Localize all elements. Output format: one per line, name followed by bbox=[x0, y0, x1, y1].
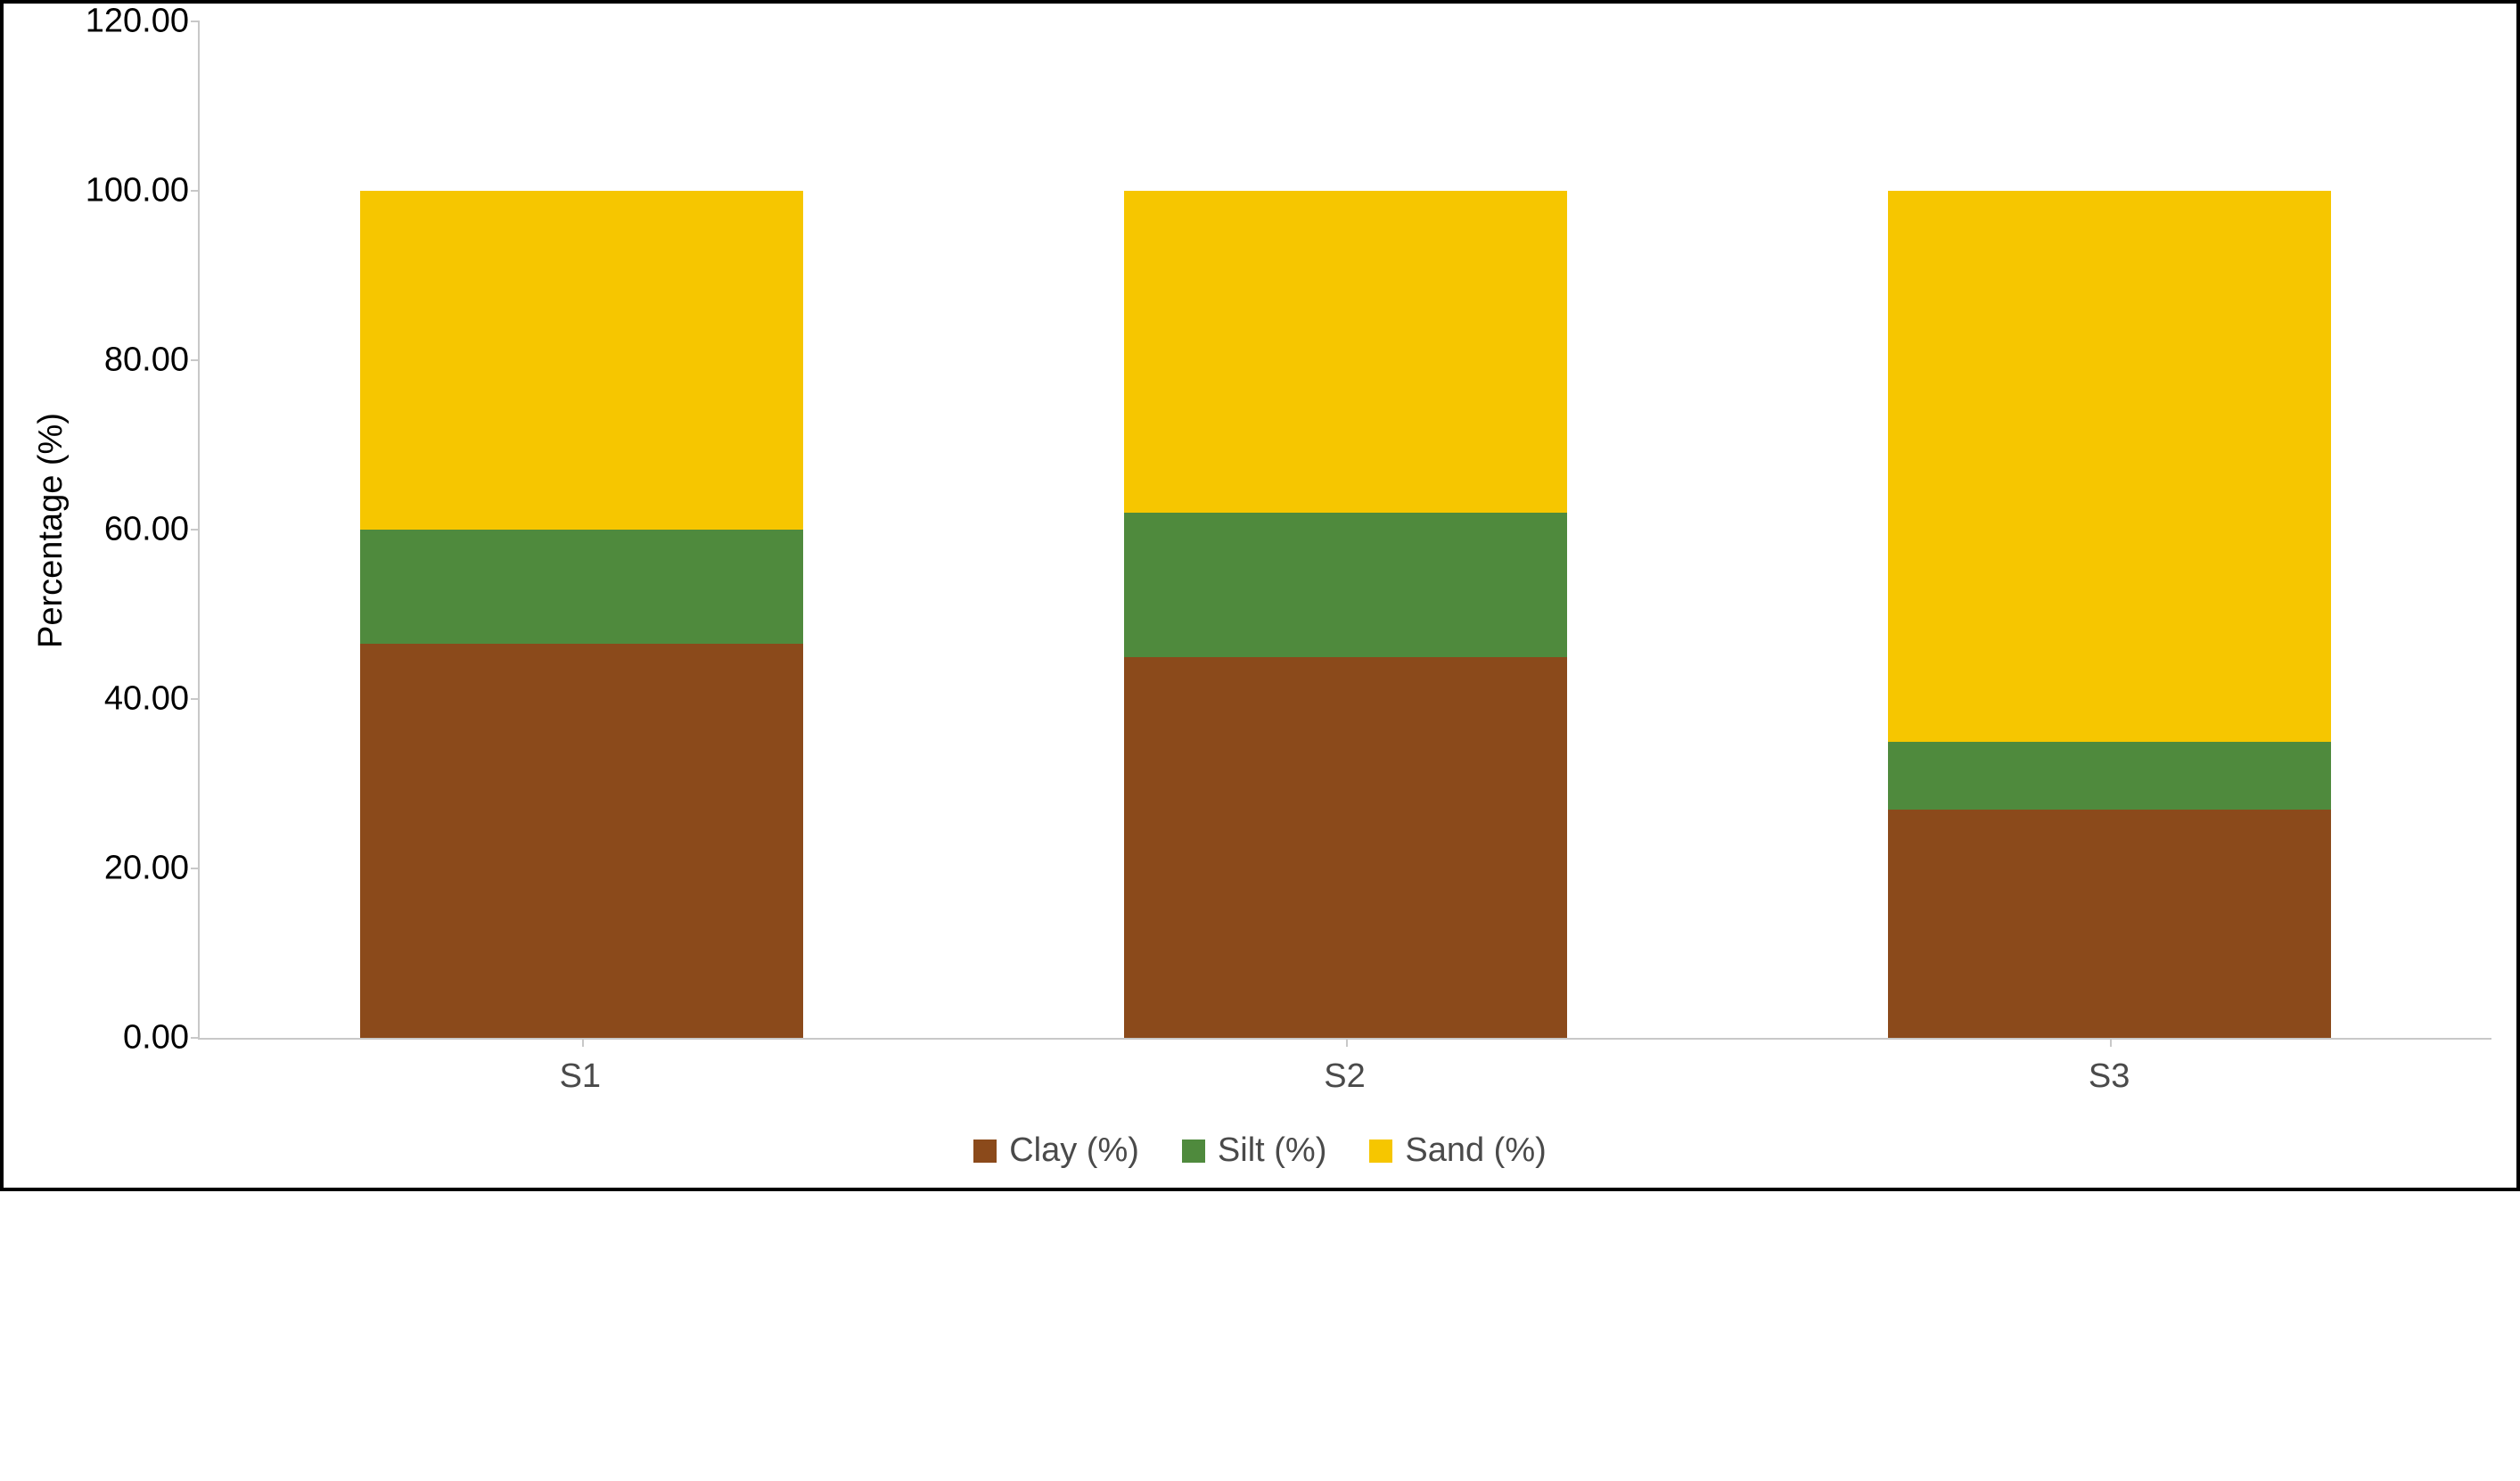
y-tick-mark bbox=[191, 190, 200, 192]
legend-swatch bbox=[1369, 1140, 1392, 1163]
y-axis-label: Percentage (%) bbox=[32, 413, 70, 648]
legend-item: Silt (%) bbox=[1182, 1131, 1326, 1170]
bar bbox=[360, 21, 803, 1038]
legend-label: Silt (%) bbox=[1218, 1131, 1326, 1170]
y-tick-label: 80.00 bbox=[104, 341, 189, 380]
x-tick-label: S2 bbox=[1123, 1057, 1566, 1096]
bar-segment bbox=[1124, 657, 1567, 1039]
bar-segment bbox=[1124, 191, 1567, 513]
bar-segment bbox=[1888, 742, 2331, 810]
legend-swatch bbox=[1182, 1140, 1205, 1163]
legend: Clay (%) Silt (%) Sand (%) bbox=[29, 1131, 2491, 1170]
y-tick-mark bbox=[191, 21, 200, 22]
y-tick-mark bbox=[191, 698, 200, 700]
y-tick-label: 100.00 bbox=[86, 172, 189, 210]
bar-segment bbox=[360, 530, 803, 644]
legend-item: Sand (%) bbox=[1369, 1131, 1546, 1170]
x-tick-mark bbox=[582, 1038, 584, 1047]
y-tick-labels: 0.0020.0040.0060.0080.00100.00120.00 bbox=[73, 21, 198, 1038]
bars-group bbox=[200, 21, 2491, 1038]
legend-swatch bbox=[973, 1140, 997, 1163]
bar-segment bbox=[360, 191, 803, 530]
legend-label: Clay (%) bbox=[1009, 1131, 1139, 1170]
ylabel-wrap: Percentage (%) bbox=[29, 21, 73, 1040]
x-tick-label: S1 bbox=[358, 1057, 801, 1096]
chart-container: Percentage (%) 0.00 20.00 40.00 60.00 80.00 1… bbox=[0, 0, 2520, 1191]
bar-segment bbox=[1124, 513, 1567, 657]
legend-label: Sand (%) bbox=[1405, 1131, 1546, 1170]
plot-row: Percentage (%) 0.0020.0040.0060.0080.001… bbox=[29, 21, 2491, 1040]
bar bbox=[1124, 21, 1567, 1038]
y-tick-label: 120.00 bbox=[86, 3, 189, 41]
bar-segment bbox=[360, 644, 803, 1038]
x-tick-mark bbox=[2110, 1038, 2112, 1047]
chart-body: Percentage (%) 0.00 20.00 40.00 60.00 80.00 1… bbox=[29, 21, 2491, 1170]
bar-segment bbox=[1888, 810, 2331, 1039]
bar bbox=[1888, 21, 2331, 1038]
x-tick-labels: S1 S2 S3 bbox=[198, 1057, 2491, 1096]
y-tick-label: 0.00 bbox=[123, 1019, 189, 1057]
x-tick-label: S3 bbox=[1887, 1057, 2330, 1096]
legend-item: Clay (%) bbox=[973, 1131, 1139, 1170]
y-tick-mark bbox=[191, 359, 200, 361]
x-labels-row: S1 S2 S3 bbox=[29, 1040, 2491, 1096]
y-tick-label: 20.00 bbox=[104, 850, 189, 888]
bar-segment bbox=[1888, 191, 2331, 742]
y-tick-label: 40.00 bbox=[104, 680, 189, 719]
y-tick-mark bbox=[191, 868, 200, 869]
y-tick-mark bbox=[191, 1037, 200, 1039]
plot-area bbox=[198, 21, 2491, 1040]
x-tick-mark bbox=[1346, 1038, 1348, 1047]
y-tick-label: 60.00 bbox=[104, 511, 189, 549]
y-tick-mark bbox=[191, 529, 200, 531]
